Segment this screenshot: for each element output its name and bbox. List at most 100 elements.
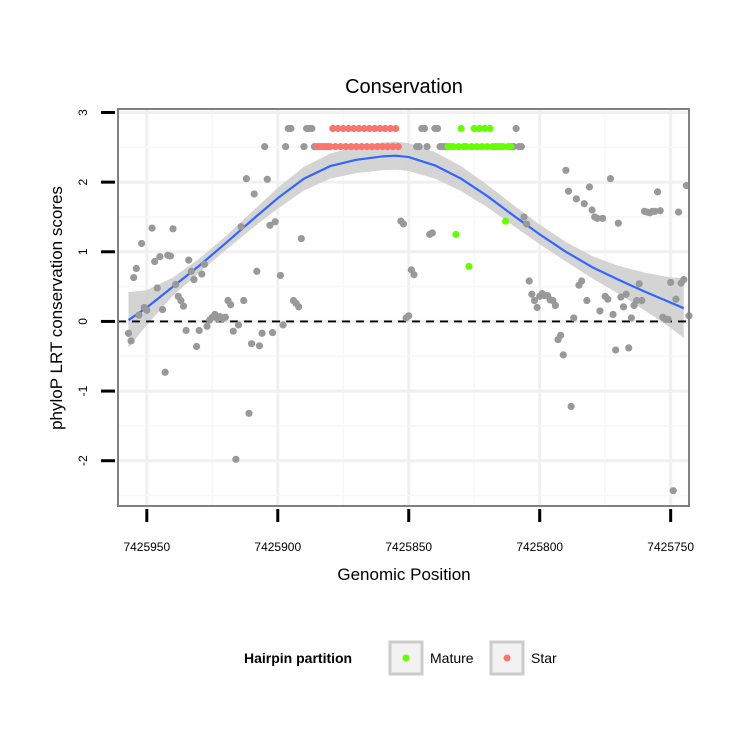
point-other bbox=[651, 207, 659, 215]
y-tick-label: 0 bbox=[76, 318, 90, 325]
point-other bbox=[680, 276, 688, 284]
point-other bbox=[268, 328, 277, 337]
point-star bbox=[392, 124, 400, 133]
point-other bbox=[528, 290, 536, 298]
point-other bbox=[606, 175, 615, 183]
point-star bbox=[344, 124, 353, 133]
point-mature bbox=[452, 230, 460, 238]
point-other bbox=[276, 271, 284, 280]
point-star bbox=[334, 124, 342, 133]
point-other bbox=[158, 305, 167, 314]
y-tick-label: -1 bbox=[76, 385, 90, 396]
point-other bbox=[287, 124, 295, 133]
point-star bbox=[371, 124, 379, 133]
point-other bbox=[622, 290, 630, 298]
point-other bbox=[523, 220, 531, 228]
point-mature bbox=[481, 124, 489, 133]
legend: Hairpin partition Mature Star bbox=[244, 640, 557, 676]
point-other bbox=[635, 280, 643, 288]
point-other bbox=[127, 337, 135, 345]
point-other bbox=[143, 306, 151, 314]
point-other bbox=[221, 313, 229, 321]
point-other bbox=[266, 221, 274, 229]
point-other bbox=[179, 302, 188, 310]
legend-title: Hairpin partition bbox=[244, 650, 352, 666]
y-tick-label: 3 bbox=[76, 109, 90, 116]
point-star bbox=[355, 124, 363, 133]
point-other bbox=[619, 303, 628, 311]
point-other bbox=[598, 214, 607, 222]
point-other bbox=[198, 270, 206, 278]
point-mature bbox=[473, 143, 481, 151]
point-other bbox=[295, 303, 303, 311]
point-mature bbox=[465, 262, 473, 271]
point-other bbox=[271, 218, 279, 226]
point-other bbox=[669, 487, 677, 495]
point-other bbox=[279, 321, 287, 329]
legend-dot-star bbox=[503, 654, 511, 662]
point-star bbox=[326, 143, 334, 151]
point-other bbox=[559, 351, 567, 359]
point-mature bbox=[449, 143, 457, 151]
point-mature bbox=[507, 143, 515, 151]
smooth-line bbox=[127, 154, 685, 321]
point-mature bbox=[499, 143, 507, 151]
point-other bbox=[672, 295, 680, 303]
point-other bbox=[169, 225, 177, 233]
point-star bbox=[394, 143, 402, 151]
x-tick-label: 7425800 bbox=[516, 540, 563, 554]
point-mature bbox=[486, 124, 494, 133]
point-other bbox=[433, 124, 442, 133]
point-star bbox=[360, 124, 368, 133]
legend-label-star: Star bbox=[531, 650, 557, 666]
smooth-trend-line bbox=[127, 154, 685, 321]
point-star bbox=[357, 143, 366, 151]
point-other bbox=[166, 252, 174, 260]
point-star bbox=[337, 143, 345, 151]
point-other bbox=[423, 143, 431, 151]
y-tick-label: 2 bbox=[76, 178, 90, 185]
point-star bbox=[347, 143, 355, 151]
point-other bbox=[604, 295, 612, 303]
point-other bbox=[564, 187, 573, 195]
point-other bbox=[192, 342, 201, 351]
point-other bbox=[234, 321, 243, 329]
data-points bbox=[124, 124, 693, 495]
point-other bbox=[530, 296, 539, 305]
y-axis-label: phyloP LRT conservation scores bbox=[47, 186, 66, 430]
point-other bbox=[583, 296, 591, 305]
point-other bbox=[195, 326, 203, 335]
point-other bbox=[578, 277, 586, 285]
point-other bbox=[667, 278, 675, 287]
point-star bbox=[376, 124, 384, 133]
point-other bbox=[517, 143, 525, 151]
point-other bbox=[190, 276, 198, 284]
point-other bbox=[609, 310, 617, 319]
point-other bbox=[255, 342, 264, 350]
plot-border bbox=[117, 108, 690, 507]
point-other bbox=[172, 280, 180, 289]
point-star bbox=[381, 124, 389, 133]
point-other bbox=[664, 315, 672, 323]
point-mature bbox=[454, 143, 463, 151]
point-mature bbox=[483, 143, 491, 151]
point-star bbox=[389, 143, 397, 151]
point-other bbox=[656, 207, 664, 215]
point-other bbox=[156, 253, 164, 261]
point-star bbox=[342, 143, 350, 151]
point-other bbox=[232, 455, 240, 463]
point-other bbox=[428, 229, 436, 237]
y-axis: -2 -1 0 1 2 3 bbox=[76, 109, 115, 466]
point-other bbox=[415, 143, 423, 151]
point-other bbox=[250, 190, 258, 198]
point-other bbox=[263, 175, 271, 183]
point-other bbox=[240, 296, 248, 305]
legend-label-mature: Mature bbox=[430, 650, 474, 666]
point-other bbox=[557, 331, 565, 339]
x-axis: 7425950 7425900 7425850 7425800 7425750 bbox=[123, 509, 694, 554]
y-tick-label: 1 bbox=[76, 248, 90, 255]
point-star bbox=[352, 143, 360, 151]
point-other bbox=[137, 239, 146, 248]
plot-panel bbox=[118, 109, 689, 506]
point-other bbox=[200, 260, 209, 268]
